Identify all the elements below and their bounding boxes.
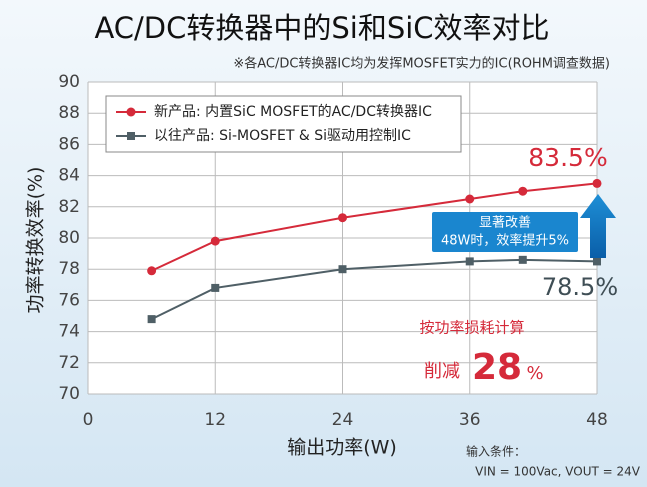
chart-title: AC/DC转换器中的Si和SiC效率对比 [94,11,549,45]
legend-label: 新产品: 内置SiC MOSFET的AC/DC转换器IC [154,103,432,120]
series-line [151,258,598,321]
subtitle: ※各AC/DC转换器IC均为发挥MOSFET实力的IC(ROHM调查数据) [233,56,610,72]
improve-text: 显著改善 [479,215,531,231]
improve-text: 48W时，效率提升5% [441,233,569,249]
improve-arrow [580,194,616,258]
marker [465,194,475,204]
series-line [151,182,598,272]
loss-title: 按功率损耗计算 [419,319,524,337]
x-axis-label: 输出功率(W) [287,437,397,459]
y-tick-label: 70 [58,384,80,404]
y-tick-label: 86 [58,134,80,154]
old-end-label: 78.5% [542,273,618,301]
y-tick-label: 72 [58,353,80,373]
marker [210,236,220,246]
y-tick-label: 84 [58,166,80,186]
legend-marker [127,132,135,140]
y-tick-label: 78 [58,259,80,279]
y-tick-label: 80 [58,228,80,248]
improve-box [432,212,578,252]
x-tick-label: 48 [586,410,608,430]
marker [211,283,220,292]
conditions: VIN = 100Vac, VOUT = 24V [475,465,641,479]
marker [465,257,474,266]
marker [592,178,602,188]
marker [338,213,347,223]
loss-value: 28 [472,347,522,388]
legend-box [105,95,462,153]
x-tick-label: 0 [83,410,94,430]
marker [147,266,157,276]
marker [518,255,527,264]
loss-unit: % [526,363,543,384]
legend-label: 以往产品: Si-MOSFET & Si驱动用控制IC [154,128,411,144]
y-axis-label: 功率转换效率(%) [25,167,47,314]
y-tick-label: 76 [58,290,80,310]
loss-text: 削减 [424,361,460,382]
marker [338,265,347,274]
x-tick-label: 12 [204,410,226,430]
new-end-label: 83.5% [528,143,607,172]
marker [593,257,601,266]
y-tick-label: 74 [58,322,80,342]
marker [518,186,528,196]
x-tick-label: 24 [332,410,354,430]
marker [147,315,156,324]
y-tick-label: 88 [58,103,80,123]
y-tick-label: 90 [58,72,80,92]
y-tick-label: 82 [58,197,80,217]
x-tick-label: 36 [459,410,481,430]
conditions: 输入条件： [466,444,526,459]
legend-marker [126,107,136,117]
